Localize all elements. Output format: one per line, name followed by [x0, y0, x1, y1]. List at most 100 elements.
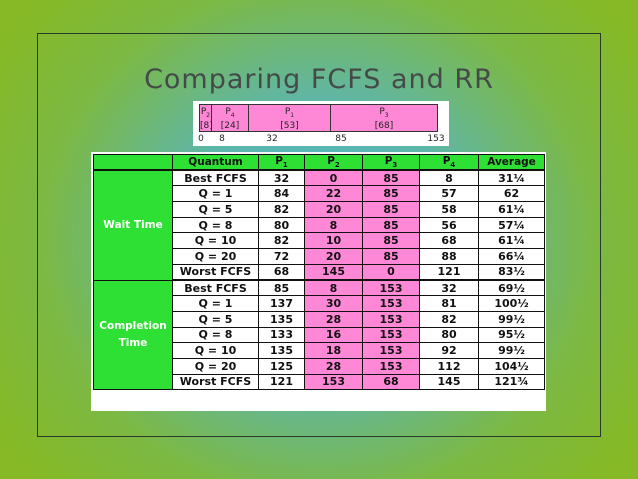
gantt-tick: 153	[427, 134, 445, 144]
header-p4: P4	[419, 154, 479, 172]
quantum-cell: Q = 8	[172, 216, 259, 234]
p1-cell: 32	[258, 169, 305, 187]
header-p3-label: P	[384, 155, 393, 168]
p1-cell: 135	[258, 310, 305, 328]
header-p4-label: P	[442, 155, 451, 168]
average-cell: 99½	[478, 342, 545, 359]
average-cell: 61¼	[478, 201, 545, 218]
gantt-segment-sub: 3	[384, 111, 389, 119]
p4-cell: 145	[419, 373, 479, 391]
quantum-cell: Q = 8	[172, 326, 259, 344]
table-header-row: Quantum P1 P2 P3 P4 Average	[93, 154, 545, 172]
p3-cell: 153	[362, 342, 420, 359]
p2-cell: 22	[304, 185, 363, 203]
table-row: Worst FCFS 68 145 0 121 83½	[94, 263, 545, 281]
p3-cell: 68	[362, 373, 420, 391]
p3-cell: 85	[362, 232, 420, 250]
p3-cell: 0	[362, 263, 420, 281]
p1-cell: 82	[258, 201, 305, 218]
gantt-segment-p4: P4 [24]	[212, 105, 249, 131]
gantt-segment-p1: P1 [53]	[249, 105, 331, 131]
p4-cell: 82	[419, 310, 479, 328]
table-row: Q = 20 72 20 85 88 66¼	[94, 248, 545, 265]
p3-cell: 153	[362, 295, 420, 312]
p1-cell: 125	[258, 357, 305, 375]
p4-cell: 56	[419, 216, 479, 234]
p2-cell: 153	[304, 373, 363, 391]
p4-cell: 57	[419, 185, 479, 203]
gantt-segment-burst: [68]	[374, 120, 394, 131]
p4-cell: 88	[419, 248, 479, 265]
header-p2: P2	[304, 154, 363, 172]
p3-cell: 153	[362, 310, 420, 328]
p4-cell: 58	[419, 201, 479, 218]
gantt-segment-burst: [8]	[200, 120, 213, 131]
average-cell: 66¼	[478, 248, 545, 265]
quantum-cell: Q = 1	[172, 185, 259, 203]
table-row: Completion Time Best FCFS 85 8 153 32 69…	[93, 279, 545, 391]
gantt-tick: 85	[335, 134, 347, 144]
p3-cell: 85	[362, 201, 420, 218]
header-p3-sub: 3	[392, 161, 398, 170]
p2-cell: 10	[304, 232, 363, 250]
header-p4-sub: 4	[450, 161, 456, 170]
p4-cell: 8	[419, 169, 479, 187]
header-p1-sub: 1	[282, 161, 288, 170]
p4-cell: 68	[419, 232, 479, 250]
p2-cell: 20	[304, 248, 363, 265]
gantt-segment-label: P	[200, 107, 207, 117]
header-p3: P3	[362, 154, 420, 172]
gantt-bar: P2 [8] P4 [24] P1 [53] P3 [68]	[199, 104, 438, 132]
header-p2-sub: 2	[334, 161, 340, 170]
quantum-cell: Q = 20	[172, 248, 259, 265]
p4-cell: 80	[419, 326, 479, 344]
wait-time-group-label: Wait Time	[93, 169, 173, 281]
average-cell: 57¼	[478, 216, 545, 234]
p2-cell: 18	[304, 342, 363, 359]
p2-cell: 8	[304, 279, 363, 297]
average-cell: 100½	[478, 295, 545, 312]
comparison-table: Quantum P1 P2 P3 P4 Average Wait Time Be…	[93, 154, 545, 391]
average-cell: 83½	[478, 263, 545, 281]
table-row: Worst FCFS 121 153 68 145 121¾	[94, 373, 545, 391]
header-average: Average	[478, 154, 545, 172]
table-row: Q = 8 133 16 153 80 95½	[94, 326, 545, 344]
p4-cell: 92	[419, 342, 479, 359]
p1-cell: 84	[258, 185, 305, 203]
quantum-cell: Worst FCFS	[172, 263, 259, 281]
p3-cell: 153	[362, 357, 420, 375]
quantum-cell: Q = 10	[172, 342, 259, 359]
average-cell: 121¾	[478, 373, 545, 391]
header-p1-label: P	[275, 155, 283, 168]
average-cell: 62	[478, 185, 545, 203]
p3-cell: 85	[362, 216, 420, 234]
table-row: Q = 10 82 10 85 68 61¼	[94, 232, 545, 250]
gantt-segment-sub: 4	[230, 111, 235, 119]
p2-cell: 8	[304, 216, 363, 234]
p2-cell: 30	[304, 295, 363, 312]
header-quantum: Quantum	[172, 154, 259, 172]
average-cell: 69½	[478, 279, 545, 297]
gantt-segment-sub: 2	[206, 111, 211, 119]
p3-cell: 85	[362, 185, 420, 203]
p1-cell: 135	[258, 342, 305, 359]
table-row: Wait Time Best FCFS 32 0 85 8 31¼	[93, 169, 545, 281]
header-p1: P1	[258, 154, 305, 172]
quantum-cell: Worst FCFS	[172, 373, 259, 391]
quantum-cell: Q = 20	[172, 357, 259, 375]
header-p2-label: P	[327, 155, 335, 168]
p1-cell: 137	[258, 295, 305, 312]
p1-cell: 133	[258, 326, 305, 344]
quantum-cell: Q = 5	[172, 310, 259, 328]
gantt-segment-label: P	[284, 107, 291, 117]
average-cell: 95½	[478, 326, 545, 344]
gantt-segment-sub: 1	[290, 111, 295, 119]
p3-cell: 153	[362, 279, 420, 297]
gantt-segment-burst: [24]	[220, 120, 240, 131]
quantum-cell: Best FCFS	[172, 279, 259, 297]
p2-cell: 28	[304, 357, 363, 375]
completion-time-group-label: Completion Time	[93, 279, 173, 391]
p1-cell: 85	[258, 279, 305, 297]
quantum-cell: Q = 10	[172, 232, 259, 250]
comparison-table-panel: Quantum P1 P2 P3 P4 Average Wait Time Be…	[91, 152, 546, 411]
